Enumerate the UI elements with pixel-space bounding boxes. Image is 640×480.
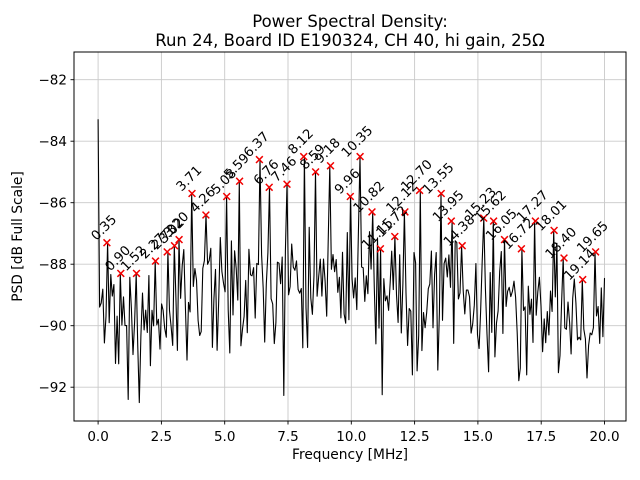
peak-marker-x-icon [235,177,244,186]
peak-marker-x-icon [517,244,526,253]
chart-title-line1: Power Spectral Density: [252,12,448,31]
psd-trace [97,119,606,404]
axis-ticks: 0.0 2.5 5.0 7.5 10.0 12.5 15.0 17.5 20.0 −82 −84 −8… [39,72,620,445]
peak-marker-x-icon [356,152,365,161]
x-tick-label: 5.0 [214,429,235,445]
peak-marker-x-icon [591,247,600,256]
peak-marker-x-icon [376,244,385,253]
x-tick-label: 12.5 [400,429,430,445]
peak-marker-x-icon [163,247,172,256]
peak-marker-x-icon [188,189,196,198]
peak-marker-x-icon [175,235,184,244]
peak-marker-x-icon [458,241,467,250]
peak-markers [102,152,600,284]
x-tick-label: 20.0 [589,429,619,445]
peak-marker-x-icon [550,226,559,235]
peak-marker-x-icon [560,254,568,262]
peak-marker-x-icon [400,207,409,216]
peak-marker-x-icon [201,211,210,219]
peak-marker-x-icon [489,217,498,226]
peak-marker-x-icon [326,161,335,170]
peak-marker-x-icon [578,275,587,284]
x-tick-label: 2.5 [151,429,172,445]
peak-marker-x-icon [255,155,264,164]
peak-marker-x-icon [283,180,291,189]
peak-marker-x-icon [265,183,274,192]
peak-marker-x-icon [346,192,355,201]
y-axis-label: PSD [dB Full Scale] [10,171,26,302]
peak-marker-x-icon [368,207,376,216]
y-tick-label: −86 [39,195,68,211]
x-tick-label: 15.0 [463,429,493,445]
x-tick-label: 7.5 [277,429,298,445]
peak-marker-x-icon [447,217,456,226]
x-axis-label: Frequency [MHz] [292,447,408,463]
y-tick-label: −88 [39,257,68,273]
y-tick-label: −90 [39,318,68,334]
peak-marker-x-icon [170,241,179,250]
peak-marker-x-icon [299,152,308,161]
peak-marker-x-icon [222,192,231,201]
peak-marker-x-icon [102,238,111,247]
peak-marker-x-icon [437,189,446,198]
y-tick-label: −84 [39,134,68,150]
x-tick-label: 17.5 [526,429,556,445]
peak-marker-x-icon [151,257,160,266]
peak-marker-x-icon [531,217,540,226]
peak-marker-x-icon [311,167,320,176]
peak-marker-x-icon [116,269,125,278]
peak-marker-x-icon [500,235,509,244]
chart-title-line2: Run 24, Board ID E190324, CH 40, hi gain… [155,31,545,50]
peak-marker-x-icon [390,232,399,241]
peak-marker-x-icon [415,186,424,195]
peak-marker-x-icon [479,214,488,223]
x-tick-label: 0.0 [87,429,108,445]
peak-marker-x-icon [132,269,141,278]
psd-line [97,119,606,404]
plot-border [73,51,627,422]
x-tick-label: 10.0 [336,429,366,445]
y-tick-label: −82 [39,72,68,88]
y-tick-label: −92 [39,380,68,396]
